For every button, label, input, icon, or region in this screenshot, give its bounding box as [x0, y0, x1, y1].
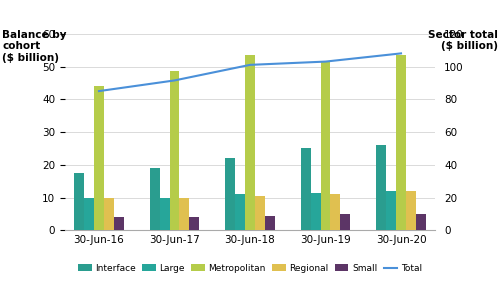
- Bar: [255, 196, 264, 230]
- Bar: [406, 191, 415, 230]
- Bar: [301, 148, 311, 230]
- Bar: [386, 191, 396, 230]
- Bar: [84, 198, 94, 230]
- Bar: [236, 194, 245, 230]
- Text: Sector total
($ billion): Sector total ($ billion): [428, 30, 498, 51]
- Bar: [104, 198, 114, 230]
- Bar: [264, 216, 274, 230]
- Bar: [160, 198, 170, 230]
- Bar: [396, 55, 406, 230]
- Bar: [226, 158, 235, 230]
- Bar: [330, 194, 340, 230]
- Bar: [150, 168, 160, 230]
- Bar: [340, 214, 350, 230]
- Bar: [114, 217, 124, 230]
- Text: Balance by
cohort
($ billion): Balance by cohort ($ billion): [2, 30, 66, 63]
- Bar: [416, 214, 426, 230]
- Bar: [180, 198, 189, 230]
- Bar: [189, 217, 199, 230]
- Bar: [170, 71, 179, 230]
- Bar: [311, 193, 320, 230]
- Bar: [376, 145, 386, 230]
- Bar: [245, 55, 255, 230]
- Bar: [94, 86, 104, 230]
- Legend: Interface, Large, Metropolitan, Regional, Small, Total: Interface, Large, Metropolitan, Regional…: [74, 260, 426, 277]
- Bar: [74, 173, 85, 230]
- Bar: [320, 62, 330, 230]
